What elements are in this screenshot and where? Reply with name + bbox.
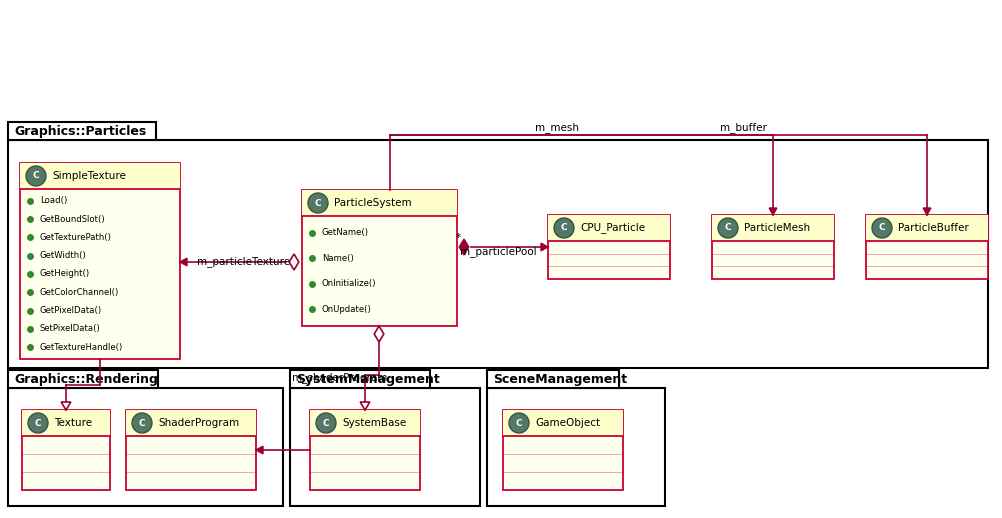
Text: ParticleBuffer: ParticleBuffer	[898, 223, 969, 233]
Text: Texture: Texture	[54, 418, 92, 428]
Bar	[290, 370, 430, 388]
Bar	[866, 215, 988, 279]
Bar	[712, 215, 834, 279]
Bar	[126, 410, 256, 436]
Text: GetPixelData(): GetPixelData()	[40, 306, 102, 315]
Text: m_shaderProgram: m_shaderProgram	[292, 372, 388, 383]
Text: m_particleTexture: m_particleTexture	[197, 256, 291, 267]
Bar	[548, 215, 670, 279]
Bar	[302, 190, 457, 216]
Text: C: C	[35, 419, 41, 427]
Bar	[8, 388, 283, 506]
Text: SystemManagement: SystemManagement	[296, 372, 440, 385]
Polygon shape	[923, 208, 931, 215]
Text: Graphics::Particles: Graphics::Particles	[14, 124, 146, 137]
Text: GetColorChannel(): GetColorChannel()	[40, 288, 119, 297]
Circle shape	[509, 413, 529, 433]
Bar	[22, 410, 110, 436]
Text: C: C	[724, 223, 731, 233]
Polygon shape	[61, 402, 71, 410]
Bar	[8, 122, 156, 140]
Text: ParticleMesh: ParticleMesh	[744, 223, 811, 233]
Circle shape	[554, 218, 574, 238]
Bar	[290, 388, 480, 506]
Polygon shape	[770, 208, 777, 215]
Text: GetName(): GetName()	[322, 228, 369, 237]
Text: GetBoundSlot(): GetBoundSlot()	[40, 214, 105, 224]
Text: C: C	[516, 419, 522, 427]
Text: OnInitialize(): OnInitialize()	[322, 279, 377, 289]
Bar	[503, 410, 623, 490]
Bar	[487, 388, 665, 506]
Bar	[866, 215, 988, 241]
Text: GameObject: GameObject	[535, 418, 600, 428]
Bar	[20, 163, 180, 359]
Text: Name(): Name()	[322, 254, 354, 263]
Bar	[548, 215, 670, 241]
Bar	[22, 410, 110, 490]
Text: C: C	[323, 419, 330, 427]
Text: OnUpdate(): OnUpdate()	[322, 305, 372, 314]
Bar	[20, 163, 180, 189]
Bar	[712, 215, 834, 241]
Text: *: *	[456, 233, 461, 243]
Bar	[503, 410, 623, 436]
Bar	[310, 410, 420, 490]
Text: SceneManagement: SceneManagement	[493, 372, 627, 385]
Text: ParticleSystem: ParticleSystem	[334, 198, 412, 208]
Text: CPU_Particle: CPU_Particle	[580, 223, 645, 234]
Text: m_particlePool: m_particlePool	[460, 247, 537, 257]
Text: C: C	[561, 223, 567, 233]
Bar	[310, 410, 420, 436]
Circle shape	[132, 413, 152, 433]
Text: GetHeight(): GetHeight()	[40, 269, 90, 279]
Polygon shape	[374, 326, 384, 342]
Circle shape	[28, 413, 48, 433]
Bar	[302, 190, 457, 326]
Text: SetPixelData(): SetPixelData()	[40, 324, 101, 334]
Polygon shape	[541, 243, 548, 251]
Bar	[126, 410, 256, 490]
Text: Graphics::Rendering: Graphics::Rendering	[14, 372, 158, 385]
Polygon shape	[256, 446, 263, 454]
Text: GetTexturePath(): GetTexturePath()	[40, 233, 112, 242]
Circle shape	[718, 218, 738, 238]
Text: GetTextureHandle(): GetTextureHandle()	[40, 342, 123, 352]
Text: SimpleTexture: SimpleTexture	[52, 171, 126, 181]
Bar	[8, 140, 988, 368]
Circle shape	[872, 218, 892, 238]
Text: C: C	[879, 223, 886, 233]
Circle shape	[26, 166, 46, 186]
Circle shape	[316, 413, 336, 433]
Text: C: C	[315, 198, 322, 208]
Polygon shape	[360, 402, 370, 410]
Text: m_mesh: m_mesh	[535, 123, 579, 134]
Text: GetWidth(): GetWidth()	[40, 251, 87, 260]
Polygon shape	[290, 254, 299, 270]
Polygon shape	[459, 239, 469, 255]
Bar	[487, 370, 619, 388]
Text: C: C	[138, 419, 145, 427]
Text: C: C	[33, 171, 39, 180]
Text: SystemBase: SystemBase	[342, 418, 406, 428]
Polygon shape	[180, 258, 187, 266]
Text: ShaderProgram: ShaderProgram	[158, 418, 239, 428]
Bar	[8, 370, 158, 388]
Circle shape	[308, 193, 328, 213]
Text: Load(): Load()	[40, 196, 67, 205]
Text: m_buffer: m_buffer	[720, 123, 767, 134]
